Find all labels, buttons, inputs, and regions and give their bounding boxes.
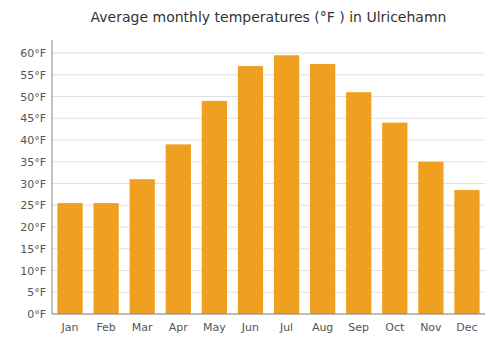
x-tick-label: Sep — [348, 321, 369, 334]
x-axis: Jan Feb Mar Apr May Jun Jul Aug Sep Oct Nov Dec — [61, 321, 478, 334]
y-axis: 0°F 5°F 10°F 15°F 20°F 25°F 30°F 35°F 40°F 45°F 50… — [20, 47, 485, 321]
bar — [93, 203, 118, 314]
x-tick-label: Jan — [61, 321, 79, 334]
title: Average monthly temperatures (°F ) in Ul… — [91, 9, 447, 25]
x-tick-label: Jul — [279, 321, 293, 334]
y-tick-label: 50°F — [20, 91, 46, 104]
x-tick-label: Feb — [96, 321, 115, 334]
bar — [310, 64, 335, 314]
y-tick-label: 25°F — [20, 199, 46, 212]
y-tick-label: 55°F — [20, 69, 46, 82]
grid-line — [52, 53, 485, 54]
x-tick-label: Jun — [241, 321, 259, 334]
y-tick-label: 35°F — [20, 156, 46, 169]
grid-line — [52, 74, 485, 75]
x-tick-label: Aug — [312, 321, 333, 334]
bar — [454, 190, 479, 314]
y-axis-line — [52, 40, 53, 314]
y-tick-label: 5°F — [27, 286, 46, 299]
grid-line — [52, 96, 485, 97]
y-tick-label: 40°F — [20, 134, 46, 147]
x-tick-label: Oct — [385, 321, 405, 334]
bar — [346, 92, 371, 314]
bar — [130, 179, 155, 314]
grid-line — [52, 118, 485, 119]
x-tick-label: Nov — [420, 321, 442, 334]
bar — [166, 144, 191, 314]
bar — [202, 101, 227, 314]
bar — [382, 123, 407, 314]
bars — [57, 55, 479, 314]
grid-line — [52, 314, 485, 315]
bar — [418, 162, 443, 314]
bar — [274, 55, 299, 314]
x-axis-line — [52, 314, 485, 315]
y-tick-label: 60°F — [20, 47, 46, 60]
y-tick-label: 10°F — [20, 265, 46, 278]
bar — [238, 66, 263, 314]
y-tick-label: 20°F — [20, 221, 46, 234]
y-tick-label: 0°F — [27, 308, 46, 321]
y-tick-label: 30°F — [20, 178, 46, 191]
y-tick-label: 15°F — [20, 243, 46, 256]
x-tick-label: Dec — [456, 321, 477, 334]
x-tick-label: May — [203, 321, 226, 334]
bar — [57, 203, 82, 314]
x-tick-label: Apr — [169, 321, 189, 334]
chart: Average monthly temperatures (°F ) in Ul… — [0, 0, 500, 350]
grid-line — [52, 140, 485, 141]
x-tick-label: Mar — [132, 321, 153, 334]
y-tick-label: 45°F — [20, 112, 46, 125]
